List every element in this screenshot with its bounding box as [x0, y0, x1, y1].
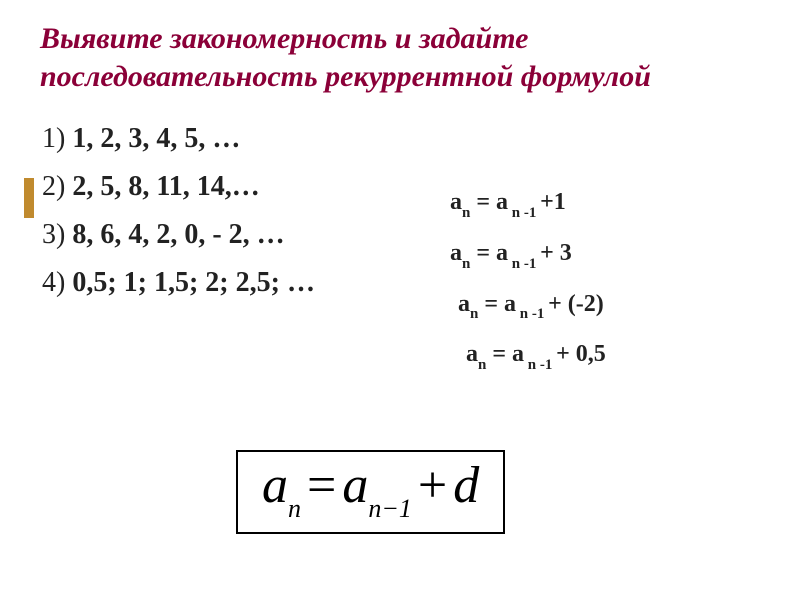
- problem-3: 3) 8, 6, 4, 2, 0, - 2, …: [42, 219, 770, 251]
- problem-4: 4) 0,5; 1; 1,5; 2; 2,5; …: [42, 267, 770, 299]
- ans-rhs-base: a: [504, 291, 516, 317]
- problems-list: 1) 1, 2, 3, 4, 5, … 2) 2, 5, 8, 11, 14,……: [42, 123, 770, 299]
- ans-rhs-sub: n -1: [508, 205, 540, 221]
- problem-number: 3): [42, 219, 65, 250]
- problem-sequence: 8, 6, 4, 2, 0, - 2, …: [72, 219, 284, 250]
- ans-lhs-base: a: [450, 189, 462, 215]
- problem-number: 1): [42, 123, 65, 154]
- ans-rhs-base: a: [496, 240, 508, 266]
- ans-tail: + 0,5: [556, 341, 606, 367]
- slide: Выявите закономерность и задайте последо…: [0, 0, 800, 600]
- ans-rhs-base: a: [512, 341, 524, 367]
- ans-eq: =: [470, 240, 496, 266]
- problem-number: 4): [42, 267, 65, 298]
- formula-plus: +: [418, 457, 447, 514]
- formula-eq: =: [307, 457, 336, 514]
- formula-a2: a: [342, 457, 368, 514]
- problem-1: 1) 1, 2, 3, 4, 5, …: [42, 123, 770, 155]
- problem-number: 2): [42, 171, 65, 202]
- ans-lhs-base: a: [466, 341, 478, 367]
- ans-lhs-sub: n: [478, 357, 486, 373]
- answer-4: an = a n -1 + 0,5: [466, 342, 606, 371]
- problem-sequence: 1, 2, 3, 4, 5, …: [72, 123, 240, 154]
- slide-title: Выявите закономерность и задайте последо…: [40, 20, 770, 97]
- problem-sequence: 2, 5, 8, 11, 14,…: [72, 171, 259, 202]
- ans-lhs-base: a: [450, 240, 462, 266]
- ans-rhs-sub: n -1: [508, 256, 540, 272]
- formula-sub2: n−1: [368, 494, 412, 523]
- ans-tail: + (-2): [548, 291, 604, 317]
- ans-eq: =: [470, 189, 496, 215]
- problem-sequence: 0,5; 1; 1,5; 2; 2,5; …: [72, 267, 315, 298]
- ans-lhs-sub: n: [462, 205, 470, 221]
- ans-eq: =: [478, 291, 504, 317]
- ans-tail: + 3: [540, 240, 572, 266]
- answer-3: an = a n -1 + (-2): [458, 292, 606, 321]
- ans-lhs-sub: n: [470, 306, 478, 322]
- answers-block: an = a n -1 +1 an = a n -1 + 3 an = a n …: [450, 190, 606, 371]
- ans-tail: +1: [540, 189, 566, 215]
- accent-bar: [24, 178, 34, 218]
- general-formula: an=an−1+d: [236, 450, 505, 534]
- ans-rhs-sub: n -1: [516, 306, 548, 322]
- formula-sub1: n: [288, 494, 301, 523]
- problem-2: 2) 2, 5, 8, 11, 14,…: [42, 171, 770, 203]
- ans-lhs-base: a: [458, 291, 470, 317]
- ans-eq: =: [486, 341, 512, 367]
- formula-d: d: [453, 457, 479, 514]
- ans-lhs-sub: n: [462, 256, 470, 272]
- formula-a1: a: [262, 457, 288, 514]
- ans-rhs-sub: n -1: [524, 357, 556, 373]
- ans-rhs-base: a: [496, 189, 508, 215]
- answer-2: an = a n -1 + 3: [450, 241, 606, 270]
- answer-1: an = a n -1 +1: [450, 190, 606, 219]
